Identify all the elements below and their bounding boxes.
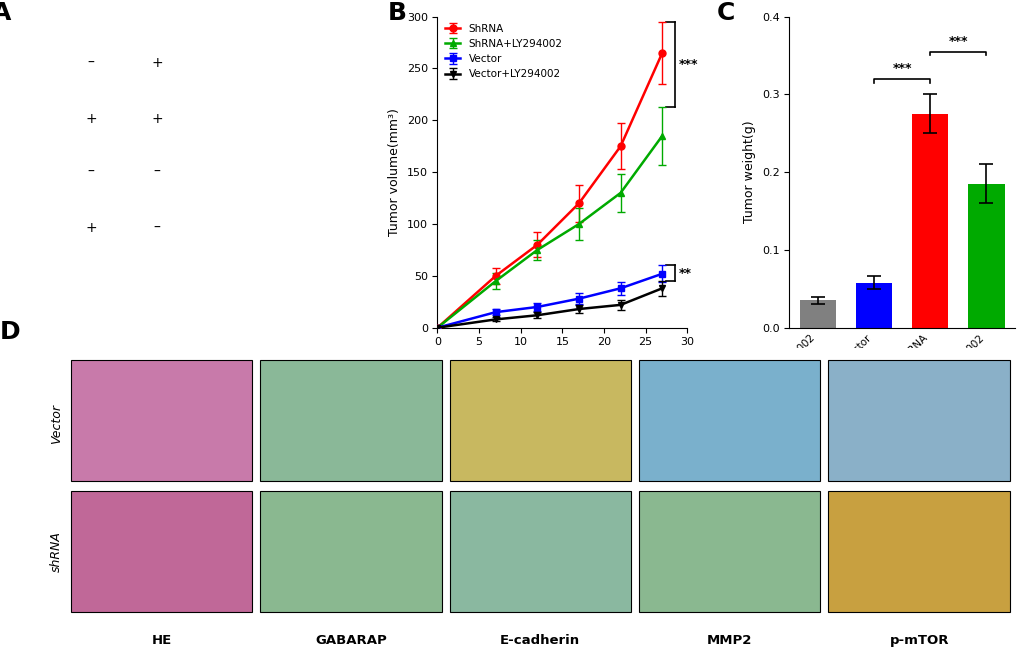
Text: Vector: Vector <box>50 404 62 444</box>
Text: shRNA: shRNA <box>50 531 62 572</box>
Text: +: + <box>151 56 163 70</box>
Text: ***: *** <box>948 34 967 48</box>
Text: **: ** <box>679 267 691 280</box>
Text: ***: *** <box>679 58 698 71</box>
Text: –: – <box>154 165 160 179</box>
Bar <box>967 184 1004 328</box>
Text: +: + <box>151 113 163 126</box>
Text: GABARAP: GABARAP <box>315 634 386 647</box>
Y-axis label: Tumor volume(mm³): Tumor volume(mm³) <box>387 108 400 236</box>
Text: –: – <box>154 221 160 235</box>
Text: +: + <box>86 113 97 126</box>
Y-axis label: Tumor weight(g): Tumor weight(g) <box>743 120 755 224</box>
Text: B: B <box>387 1 407 25</box>
Bar <box>827 491 1009 612</box>
Bar <box>855 283 892 328</box>
Bar <box>260 491 441 612</box>
Text: p-mTOR: p-mTOR <box>889 634 948 647</box>
Text: E-cadherin: E-cadherin <box>499 634 580 647</box>
Bar <box>449 360 631 481</box>
Legend: ShRNA, ShRNA+LY294002, Vector, Vector+LY294002: ShRNA, ShRNA+LY294002, Vector, Vector+LY… <box>442 22 565 81</box>
Text: D: D <box>0 320 20 344</box>
Text: HE: HE <box>151 634 171 647</box>
Bar <box>827 360 1009 481</box>
Text: A: A <box>0 1 11 25</box>
Bar <box>70 360 252 481</box>
Text: MMP2: MMP2 <box>706 634 752 647</box>
Bar <box>449 491 631 612</box>
Text: +: + <box>86 221 97 235</box>
Bar <box>70 491 252 612</box>
Bar <box>639 491 819 612</box>
Bar <box>799 301 836 328</box>
Bar <box>639 360 819 481</box>
Text: ***: *** <box>892 62 911 75</box>
Bar <box>260 360 441 481</box>
X-axis label: Day(s): Day(s) <box>539 353 585 367</box>
Text: –: – <box>88 165 95 179</box>
Text: –: – <box>88 56 95 70</box>
Bar <box>911 114 948 328</box>
Text: C: C <box>716 1 735 25</box>
